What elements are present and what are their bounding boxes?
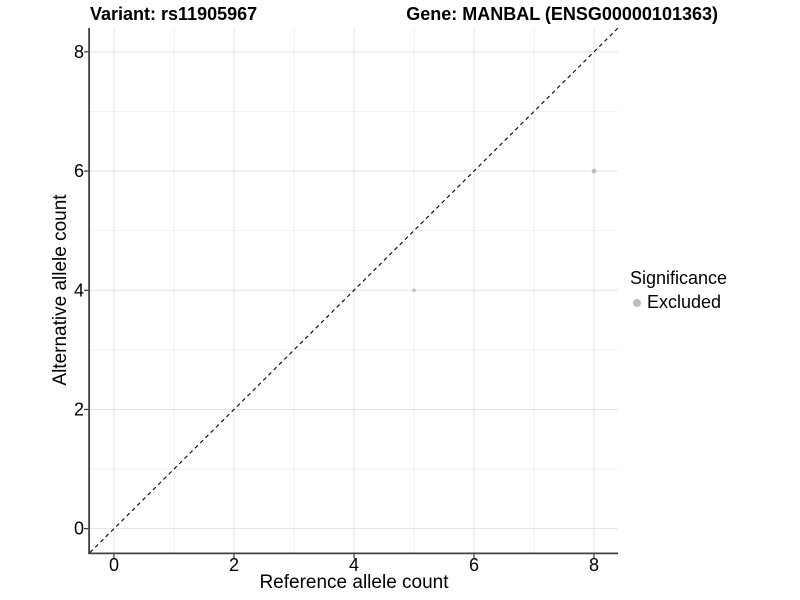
x-tick-label: 2 (229, 555, 239, 575)
x-tick-label: 6 (469, 555, 479, 575)
x-axis-title: Reference allele count (259, 572, 449, 593)
data-point (412, 288, 416, 292)
data-point (591, 168, 597, 174)
plot-title-variant: Variant: rs11905967 (90, 4, 258, 24)
y-tick-label: 6 (74, 161, 84, 181)
x-tick-label: 8 (589, 555, 599, 575)
x-tick-label: 4 (349, 555, 359, 575)
x-tick-label: 0 (109, 555, 119, 575)
y-tick-label: 4 (74, 280, 84, 300)
y-tick-label: 0 (74, 519, 84, 539)
legend: Significance Excluded (630, 268, 727, 313)
identity-line (89, 27, 619, 553)
data-points (412, 168, 597, 292)
axis-lines (88, 28, 618, 555)
y-tick-label: 8 (74, 42, 84, 62)
legend-item-label: Excluded (647, 292, 722, 312)
legend-point-icon (633, 298, 641, 307)
plot-title-gene: Gene: MANBAL (ENSG00000101363) (406, 4, 718, 24)
plot-title-row: Variant: rs11905967 Gene: MANBAL (ENSG00… (90, 3, 718, 25)
legend-title: Significance (630, 268, 728, 288)
y-tick-label: 2 (74, 399, 84, 419)
axis-ticks: 0 2 4 6 8 0 2 4 6 8 (74, 42, 599, 575)
identity-dashed-line (89, 27, 619, 553)
y-axis-title: Alternative allele count (50, 194, 71, 386)
legend-item-excluded: Excluded (630, 292, 727, 313)
